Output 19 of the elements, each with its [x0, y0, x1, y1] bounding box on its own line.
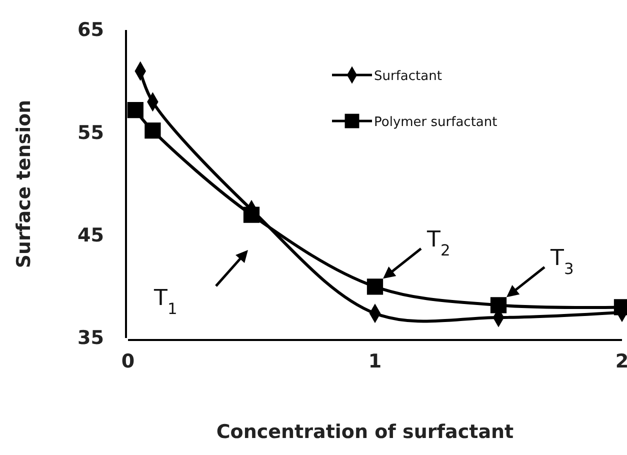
point	[490, 297, 507, 314]
y-tick-label: 55	[78, 122, 104, 144]
y-tick-label: 35	[78, 327, 104, 350]
point	[243, 206, 260, 223]
point	[366, 278, 384, 295]
point	[127, 102, 144, 118]
y-tick-label: 65	[78, 19, 104, 42]
x-tick-label: 2	[615, 350, 627, 372]
y-axis-title: Surface tension	[13, 100, 35, 268]
legend-label: Polymer surfactant	[374, 115, 498, 130]
annotation: T$_{3}$	[550, 246, 574, 278]
y-tick-label: 45	[78, 224, 104, 246]
x-tick-label: 0	[121, 350, 135, 372]
annotation: T$_{1}$	[153, 286, 178, 318]
point	[144, 122, 161, 139]
x-tick-label: 1	[368, 350, 382, 372]
legend-label: Surfactant	[374, 69, 442, 84]
x-axis-title: Concentration of surfactant	[216, 421, 514, 443]
annotation: T$_{2}$	[426, 228, 450, 260]
